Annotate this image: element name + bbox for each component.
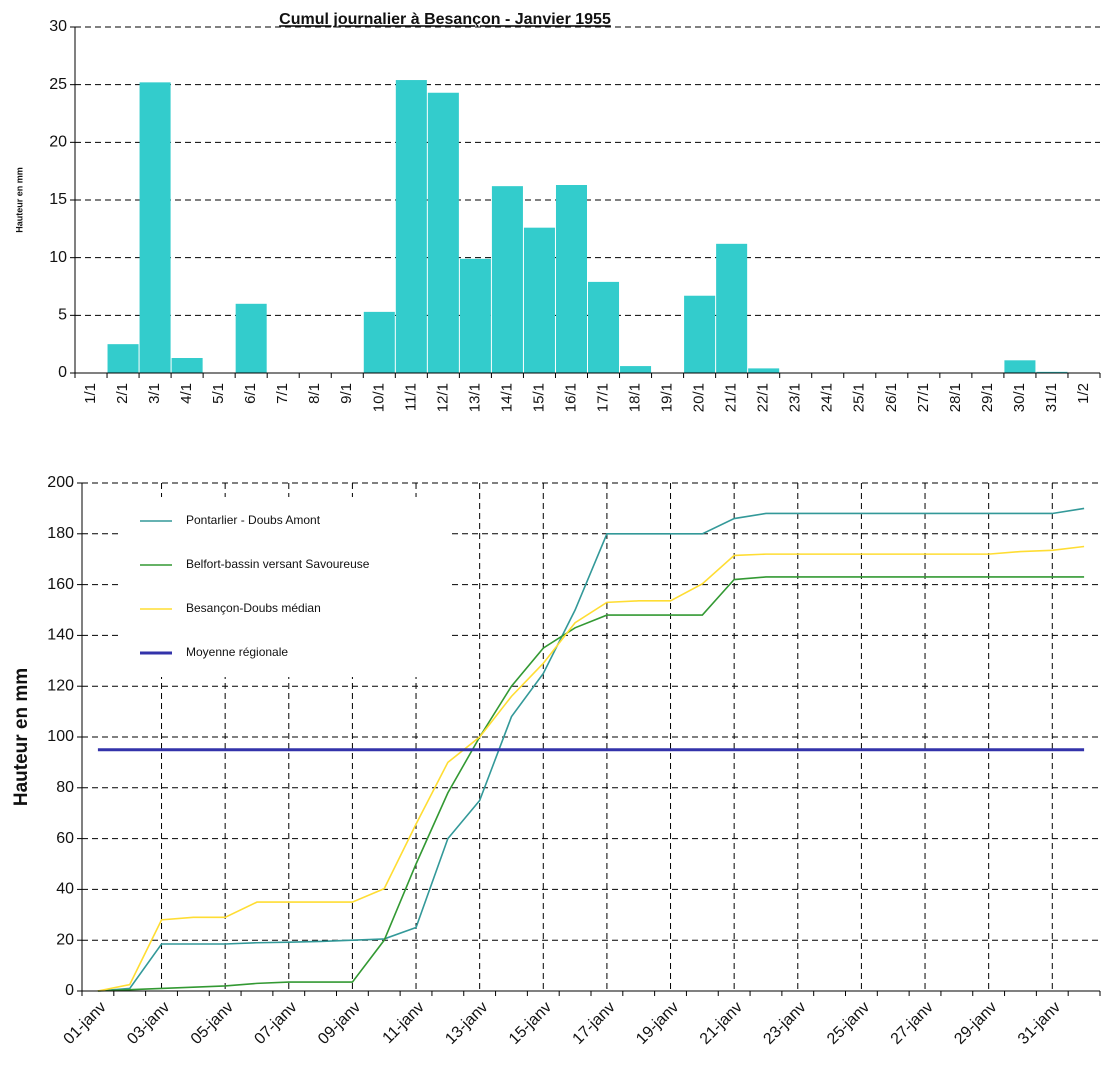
legend-label: Besançon-Doubs médian	[186, 601, 321, 615]
x-tick-label: 6/1	[242, 383, 259, 404]
bar	[748, 368, 780, 373]
y-tick-label: 20	[49, 134, 67, 151]
bar	[491, 186, 523, 373]
x-tick-label: 18/1	[627, 383, 644, 412]
y-tick-label: 80	[56, 779, 74, 796]
x-tick-label: 25/1	[851, 383, 868, 412]
bar	[1036, 371, 1068, 373]
x-tick-label: 9/1	[338, 383, 355, 404]
x-tick-label: 10/1	[370, 383, 387, 412]
x-tick-label: 19/1	[659, 383, 676, 412]
x-tick-label: 17/1	[594, 383, 611, 412]
x-tick-label: 20/1	[691, 383, 708, 412]
x-tick-label: 29/1	[979, 383, 996, 412]
bar	[395, 80, 427, 373]
bar	[1004, 360, 1036, 373]
bar	[139, 82, 171, 374]
y-tick-label: 0	[58, 364, 67, 381]
series-line	[97, 576, 1085, 992]
bar	[363, 311, 395, 373]
bar	[523, 227, 555, 373]
y-tick-label: 10	[49, 249, 67, 266]
y-tick-label: 200	[47, 474, 74, 491]
series-line	[97, 545, 1085, 992]
legend-label: Belfort-bassin versant Savoureuse	[186, 557, 370, 571]
x-tick-label: 7/1	[274, 383, 291, 404]
y-tick-label: 30	[49, 18, 67, 35]
x-tick-label: 12/1	[434, 383, 451, 412]
y-tick-label: 0	[65, 982, 74, 999]
bar	[716, 243, 748, 373]
x-tick-label: 15/1	[530, 383, 547, 412]
series-line	[97, 507, 1085, 992]
x-tick-label: 22/1	[755, 383, 772, 412]
x-tick-label: 28/1	[947, 383, 964, 412]
x-tick-label: 30/1	[1011, 383, 1028, 412]
x-tick-label: 27/1	[915, 383, 932, 412]
x-tick-label: 21/1	[723, 383, 740, 412]
y-tick-label: 25	[49, 76, 67, 93]
legend-box	[118, 497, 448, 677]
x-tick-label: 16/1	[562, 383, 579, 412]
bar	[684, 295, 716, 373]
y-tick-label: 40	[56, 881, 74, 898]
x-tick-label: 8/1	[306, 383, 323, 404]
x-tick-label: 4/1	[178, 383, 195, 404]
y-tick-label: 120	[47, 677, 74, 694]
x-tick-label: 13/1	[466, 383, 483, 412]
x-tick-label: 2/1	[114, 383, 131, 404]
bar	[427, 92, 459, 374]
bar	[459, 258, 491, 373]
y-tick-label: 100	[47, 728, 74, 745]
chart-title: Cumul journalier à Besançon - Janvier 19…	[279, 11, 611, 28]
y-axis-label: Hauteur en mm	[11, 668, 32, 806]
x-tick-label: 23/1	[787, 383, 804, 412]
x-tick-label: 1/2	[1075, 383, 1092, 404]
y-tick-label: 140	[47, 627, 74, 644]
x-tick-label: 26/1	[883, 383, 900, 412]
legend-label: Moyenne régionale	[186, 645, 288, 659]
x-tick-label: 3/1	[146, 383, 163, 404]
y-tick-label: 20	[56, 931, 74, 948]
y-tick-label: 5	[58, 307, 67, 324]
x-tick-label: 11/1	[402, 383, 419, 411]
x-tick-label: 14/1	[498, 383, 515, 412]
x-tick-label: 1/1	[82, 383, 99, 404]
bar	[555, 185, 587, 373]
bar	[107, 344, 139, 373]
x-tick-label: 5/1	[210, 383, 227, 404]
x-tick-label: 24/1	[819, 383, 836, 412]
bar	[620, 366, 652, 373]
y-tick-label: 15	[49, 191, 67, 208]
bar	[588, 281, 620, 373]
bar	[171, 358, 203, 373]
y-axis-label: Hauteur en mm	[14, 167, 24, 233]
y-tick-label: 60	[56, 830, 74, 847]
x-tick-label: 31/1	[1043, 383, 1060, 412]
y-tick-label: 160	[47, 576, 74, 593]
bar	[235, 303, 267, 373]
y-tick-label: 180	[47, 525, 74, 542]
legend-label: Pontarlier - Doubs Amont	[186, 513, 321, 527]
